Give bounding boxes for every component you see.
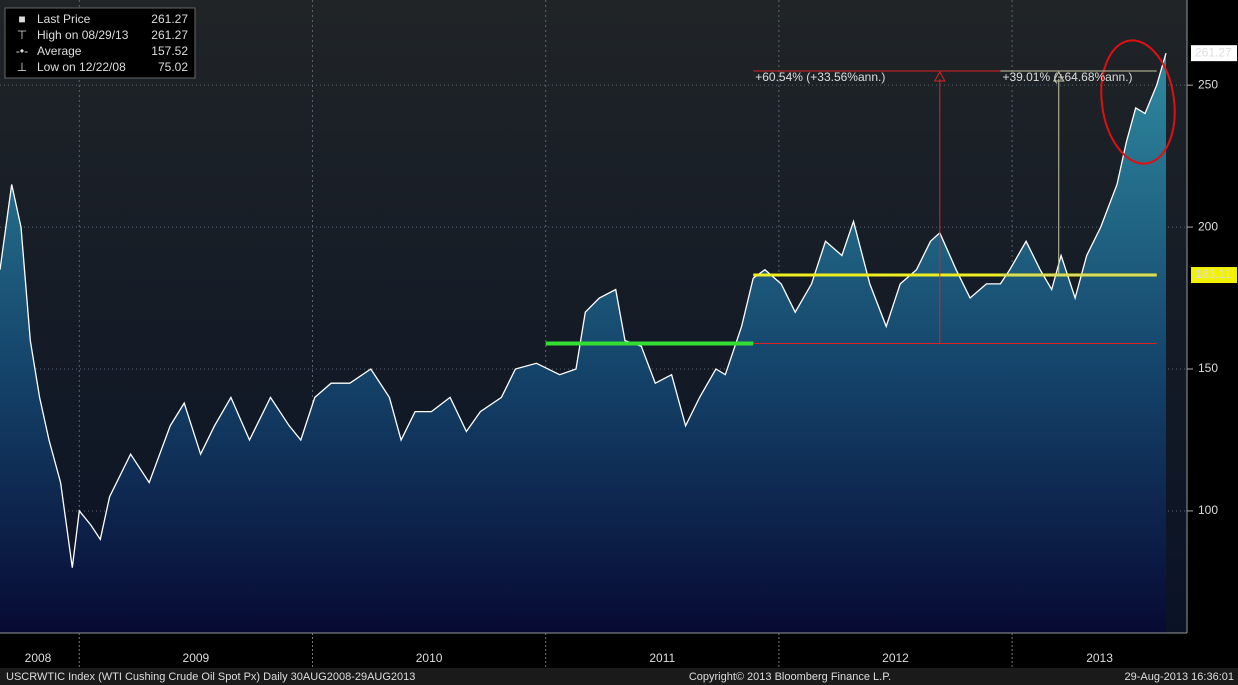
legend-value: 157.52 bbox=[151, 44, 188, 58]
x-tick-label: 2010 bbox=[416, 651, 443, 665]
legend-label: Low on 12/22/08 bbox=[37, 60, 126, 74]
value-box-label: 261.27 bbox=[1195, 45, 1232, 59]
value-box bbox=[1191, 267, 1237, 284]
legend-symbol: -•- bbox=[16, 44, 28, 58]
footer-center: Copyright© 2013 Bloomberg Finance L.P. bbox=[689, 671, 891, 683]
annotation-label: +60.54% (+33.56%ann.) bbox=[755, 70, 885, 84]
legend-box bbox=[4, 7, 196, 79]
legend-value: 261.27 bbox=[151, 12, 188, 26]
annotation-arrow bbox=[933, 70, 946, 82]
x-tick-label: 2012 bbox=[882, 651, 909, 665]
y-tick-label: 150 bbox=[1198, 361, 1218, 375]
legend-value: 75.02 bbox=[158, 60, 188, 74]
axis-background bbox=[1187, 0, 1238, 633]
x-tick-label: 2009 bbox=[183, 651, 210, 665]
value-box bbox=[1191, 45, 1237, 62]
x-tick-label: 2013 bbox=[1086, 651, 1113, 665]
highlight-circle bbox=[1100, 39, 1176, 165]
footer-background bbox=[0, 668, 1238, 685]
legend-symbol: ⊤ bbox=[17, 28, 27, 42]
legend-symbol: ⊥ bbox=[17, 60, 27, 74]
footer-left: USCRWTIC Index (WTI Cushing Crude Oil Sp… bbox=[6, 671, 415, 683]
price-line bbox=[0, 53, 1167, 568]
y-tick-label: 200 bbox=[1198, 219, 1218, 233]
legend-label: High on 08/29/13 bbox=[37, 28, 129, 42]
legend-label: Last Price bbox=[37, 12, 91, 26]
annotation-arrow bbox=[1052, 70, 1065, 82]
annotation-label: +39.01% (+64.68%ann.) bbox=[1002, 70, 1132, 84]
y-tick-label: 100 bbox=[1198, 503, 1218, 517]
x-tick-label: 2011 bbox=[649, 651, 675, 665]
legend-symbol: ■ bbox=[18, 12, 25, 26]
legend-value: 261.27 bbox=[151, 28, 188, 42]
legend-label: Average bbox=[37, 44, 82, 58]
x-axis-background bbox=[0, 633, 1238, 668]
value-box-label: 183.11 bbox=[1195, 267, 1231, 281]
legend: ■ Last Price 261.27 ⊤ High on 08/29/13 261.27… bbox=[4, 7, 196, 79]
y-tick-label: 250 bbox=[1198, 77, 1218, 91]
footer-right: 29-Aug-2013 16:36:01 bbox=[1125, 671, 1234, 683]
x-tick-label: 2008 bbox=[25, 651, 52, 665]
